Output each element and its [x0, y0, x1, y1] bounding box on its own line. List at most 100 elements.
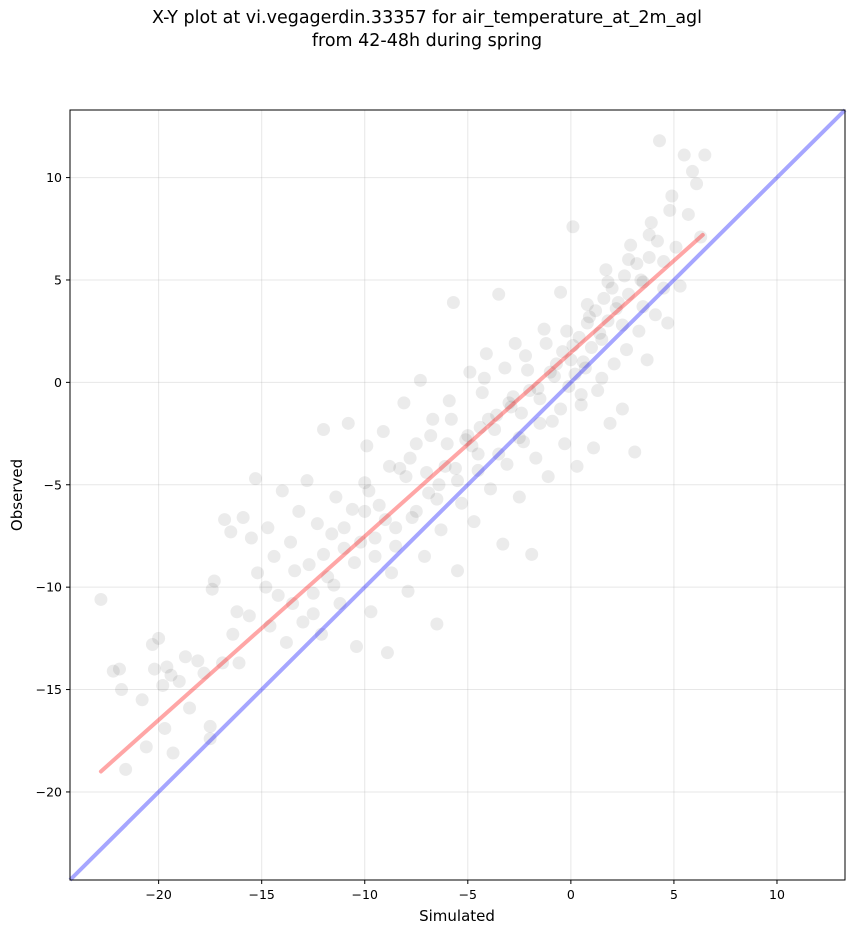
data-point: [615, 402, 629, 416]
data-point: [358, 504, 372, 518]
data-point: [261, 521, 275, 535]
data-point: [492, 287, 506, 301]
data-point: [525, 547, 539, 561]
data-point: [475, 386, 489, 400]
data-point: [558, 437, 572, 451]
data-point: [578, 361, 592, 375]
data-point: [636, 275, 650, 289]
data-point: [601, 314, 615, 328]
data-point: [582, 310, 596, 324]
data-point: [401, 584, 415, 598]
data-point: [207, 574, 221, 588]
data-point: [358, 476, 372, 490]
data-point: [624, 238, 638, 252]
data-point: [259, 580, 273, 594]
data-point: [119, 762, 133, 776]
data-point: [314, 627, 328, 641]
data-point: [465, 439, 479, 453]
data-point: [438, 459, 452, 473]
data-point: [368, 549, 382, 563]
data-point: [135, 693, 149, 707]
data-point: [471, 463, 485, 477]
data-point: [634, 273, 648, 287]
data-point: [521, 363, 535, 377]
data-point: [690, 177, 704, 191]
data-point: [317, 547, 331, 561]
data-point: [275, 484, 289, 498]
data-point: [461, 429, 475, 443]
y-tick-label: −10: [36, 580, 62, 595]
data-point: [599, 263, 613, 277]
data-point: [636, 300, 650, 314]
data-point: [292, 504, 306, 518]
x-tick-label: −20: [145, 887, 171, 902]
data-point: [300, 474, 314, 488]
data-point: [630, 257, 644, 271]
data-point: [473, 420, 487, 434]
data-point: [422, 486, 436, 500]
data-point: [337, 541, 351, 555]
data-point: [574, 398, 588, 412]
data-point: [479, 347, 493, 361]
data-point: [376, 425, 390, 439]
data-point: [145, 637, 159, 651]
data-point: [566, 339, 580, 353]
data-point: [405, 511, 419, 525]
data-point: [642, 250, 656, 264]
data-point: [337, 521, 351, 535]
data-point: [455, 496, 469, 510]
data-point: [302, 558, 316, 572]
data-point: [172, 674, 186, 688]
data-point: [197, 666, 211, 680]
data-point: [471, 447, 485, 461]
data-point: [533, 416, 547, 430]
data-point: [94, 592, 108, 606]
data-point: [570, 459, 584, 473]
data-point: [156, 678, 170, 692]
data-point: [183, 701, 197, 715]
data-point: [698, 148, 712, 162]
data-point: [566, 220, 580, 234]
data-point: [286, 597, 300, 611]
data-point: [607, 357, 621, 371]
data-point: [409, 437, 423, 451]
data-point: [178, 650, 192, 664]
data-point: [685, 164, 699, 178]
x-axis-label: Simulated: [419, 907, 495, 925]
data-point: [669, 240, 683, 254]
data-point: [595, 371, 609, 385]
data-point: [652, 134, 666, 148]
data-point: [249, 472, 263, 486]
y-axis-ticks: −20 −15 −10 −5 0 5 10: [36, 170, 70, 799]
data-point: [523, 384, 537, 398]
data-point: [463, 365, 477, 379]
data-point: [296, 615, 310, 629]
data-point: [389, 521, 403, 535]
data-point: [657, 281, 671, 295]
data-point: [397, 396, 411, 410]
data-point: [500, 457, 514, 471]
data-point: [362, 484, 376, 498]
chart-title: X-Y plot at vi.vegagerdin.33357 for air_…: [151, 8, 703, 28]
data-point: [434, 523, 448, 537]
data-point: [321, 570, 335, 584]
data-point: [640, 353, 654, 367]
data-point: [325, 527, 339, 541]
data-point: [556, 345, 570, 359]
data-point: [576, 355, 590, 369]
data-point: [399, 470, 413, 484]
data-point: [333, 597, 347, 611]
data-point: [512, 490, 526, 504]
data-point: [418, 549, 432, 563]
data-point: [267, 549, 281, 563]
data-point: [539, 336, 553, 350]
data-point: [442, 394, 456, 408]
data-point: [451, 474, 464, 488]
data-point: [492, 447, 506, 461]
data-point: [506, 390, 520, 404]
data-point: [432, 478, 446, 492]
data-point: [284, 535, 298, 549]
data-point: [603, 416, 617, 430]
data-point: [514, 406, 528, 420]
